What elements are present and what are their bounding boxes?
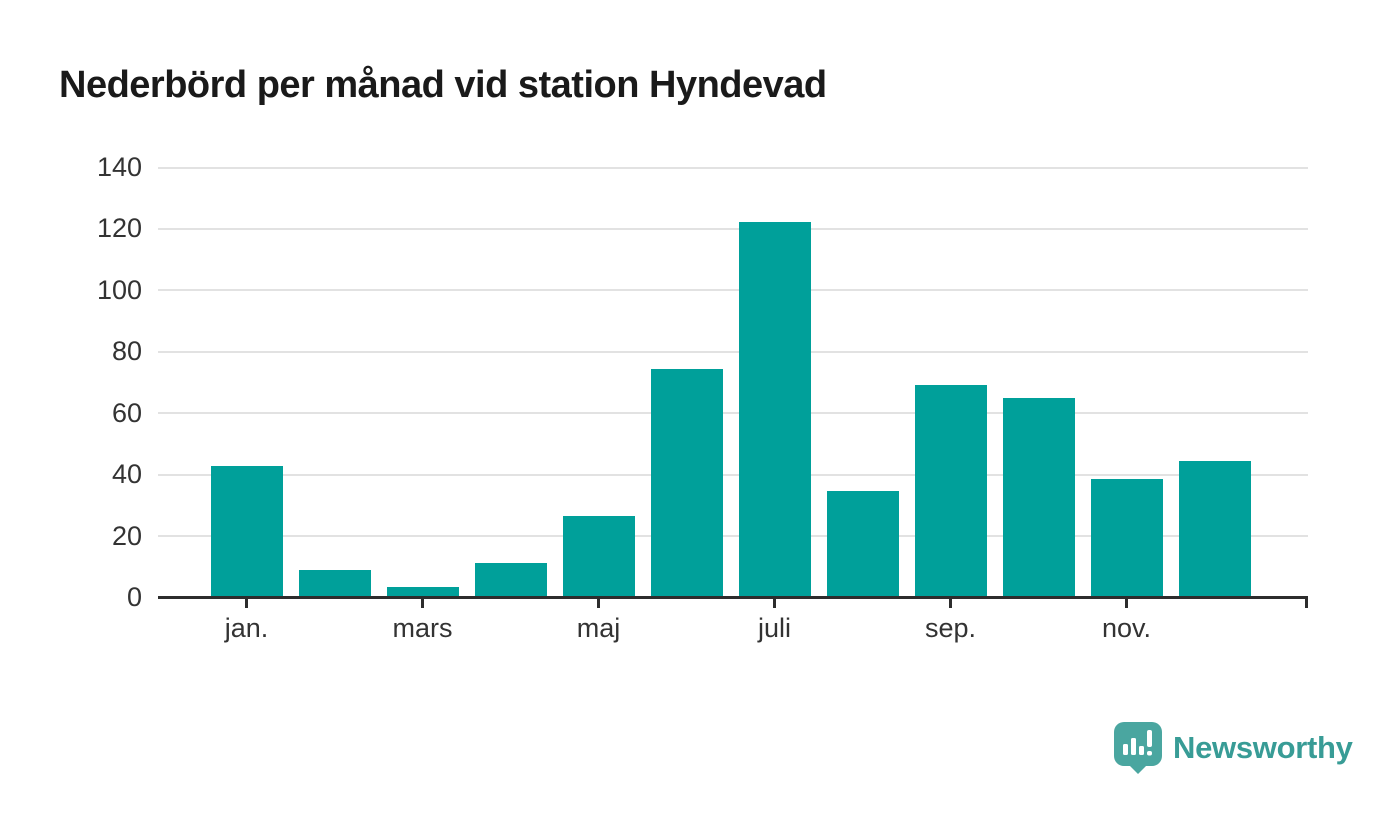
x-axis-tick-juli — [773, 599, 776, 608]
gridline-y-140 — [158, 166, 1308, 169]
logo-bars-and-exclamation — [1123, 730, 1152, 756]
newsworthy-logo-text: Newsworthy — [1173, 730, 1353, 765]
x-axis-tick-nov — [1125, 599, 1128, 608]
y-axis-tick-label: 80 — [111, 336, 142, 367]
bar-juni — [650, 369, 723, 598]
bar-aug. — [826, 491, 899, 598]
y-axis-tick-label: 100 — [96, 274, 142, 305]
x-axis-tick-jan — [245, 599, 248, 608]
bar-nov. — [1090, 478, 1163, 598]
y-axis-tick-label: 20 — [111, 520, 142, 551]
y-axis-tick-label: 40 — [111, 459, 142, 490]
gridline-y-20 — [158, 535, 1308, 538]
gridline-y-40 — [158, 473, 1308, 476]
y-axis-tick-label: 0 — [126, 582, 142, 612]
x-axis-tick-mars — [421, 599, 424, 608]
bar-dec. — [1178, 461, 1251, 598]
gridline-y-60 — [158, 412, 1308, 415]
gridline-y-120 — [158, 227, 1308, 230]
x-axis-tick-label: maj — [576, 613, 621, 643]
bar-juli — [738, 221, 811, 598]
gridline-y-100 — [158, 289, 1308, 292]
y-axis-tick-label: 60 — [111, 397, 142, 428]
logo-bubble-shape — [1114, 722, 1162, 774]
x-axis-tick-label: nov. — [1101, 613, 1152, 643]
chart-title: Nederbörd per månad vid station Hyndevad — [59, 64, 827, 106]
bar-sep. — [914, 384, 987, 598]
x-axis-tick-maj — [597, 599, 600, 608]
gridline-y-80 — [158, 350, 1308, 353]
x-axis-tick-label: juli — [757, 613, 791, 643]
newsworthy-logo: Newsworthy — [1114, 722, 1353, 774]
x-axis-end-tick — [1305, 599, 1308, 608]
newsworthy-logo-icon — [1114, 722, 1162, 774]
x-axis-tick-sep — [949, 599, 952, 608]
y-axis-tick-label: 120 — [96, 213, 142, 244]
bar-feb. — [298, 570, 371, 598]
x-axis-tick-label: jan. — [224, 613, 269, 643]
x-axis-line — [158, 596, 1308, 599]
bar-okt. — [1002, 397, 1075, 598]
x-axis-tick-label: mars — [392, 613, 453, 643]
y-axis-tick-label: 140 — [96, 152, 142, 182]
x-axis-tick-label: sep. — [924, 613, 977, 643]
bar-apr. — [474, 562, 547, 598]
bar-mars — [386, 587, 459, 598]
bar-maj — [562, 516, 635, 598]
bar-jan. — [210, 466, 283, 598]
